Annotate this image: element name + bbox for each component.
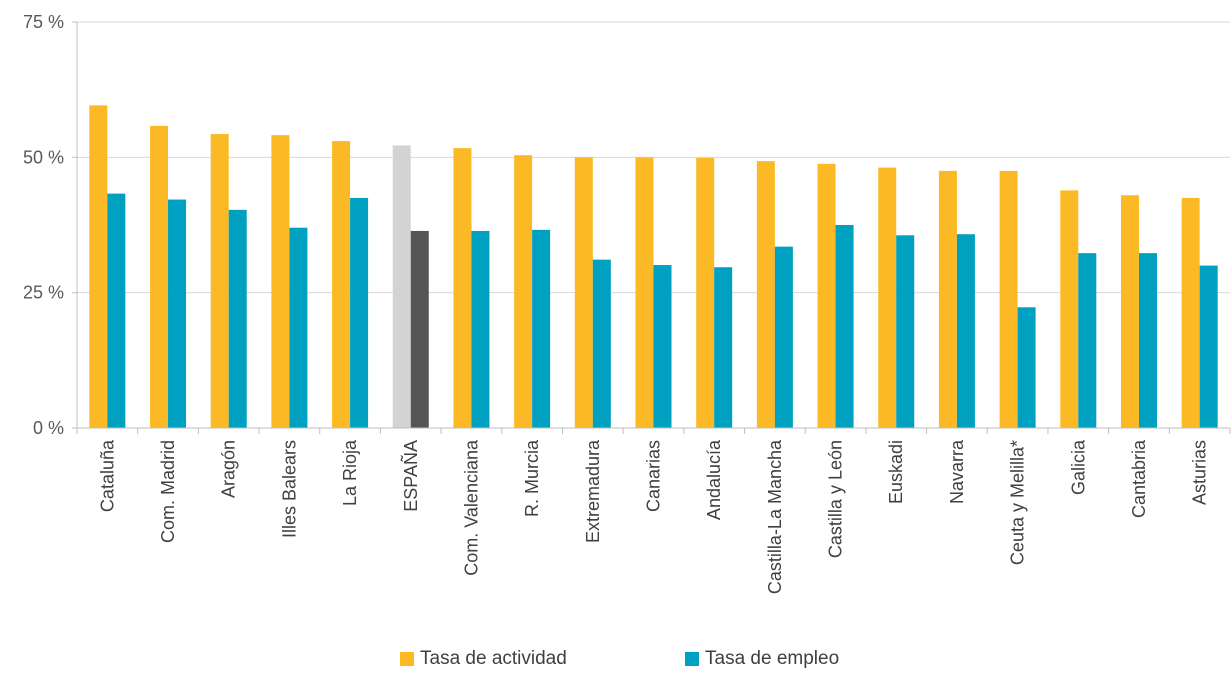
category-label: Galicia [1068,439,1088,495]
bar-actividad-3 [271,135,290,428]
bar-actividad-14 [938,170,957,428]
bar-empleo-7 [532,229,551,428]
bar-empleo-1 [168,199,187,428]
legend: Tasa de actividad Tasa de empleo [0,648,1232,674]
bar-empleo-14 [956,234,975,428]
bar-actividad-15 [999,170,1018,428]
bar-actividad-18 [1181,197,1200,428]
category-label: Cantabria [1129,439,1149,518]
bar-actividad-11 [756,161,775,428]
bar-actividad-7 [514,155,533,428]
y-tick-label: 50 % [23,147,64,167]
bar-actividad-4 [332,141,351,429]
bar-chart: 0 % 25 % 50 % 75 % Cataluña Com. Madrid Aragó… [23,12,1231,594]
category-label: R. Murcia [522,439,542,517]
bar-empleo-4 [350,197,369,428]
bar-empleo-5 [410,230,429,428]
legend-swatch-empleo [685,652,699,666]
bar-actividad-5 [392,145,411,428]
legend-label-empleo: Tasa de empleo [705,648,840,669]
category-label: Castilla-La Mancha [765,439,785,594]
bar-empleo-17 [1138,253,1157,428]
y-tick-label: 0 % [33,418,64,438]
bar-actividad-16 [1060,190,1079,428]
bar-empleo-15 [1017,307,1036,428]
category-label: Euskadi [886,440,906,504]
bar-actividad-12 [817,163,836,428]
category-label: La Rioja [340,439,360,506]
bar-actividad-1 [150,125,169,428]
category-label: ESPAÑA [400,440,421,512]
y-tick-label: 75 % [23,12,64,32]
category-label: Aragón [219,440,239,498]
category-label: Castilla y León [826,440,846,558]
category-label: Andalucía [704,439,724,520]
category-label: Cataluña [97,439,117,512]
category-label: Canarias [644,440,664,512]
category-label: Asturias [1190,440,1210,505]
category-label: Com. Madrid [158,440,178,543]
legend-item-actividad: Tasa de actividad [400,648,567,670]
bar-empleo-18 [1199,265,1218,428]
category-label: Extremadura [583,439,603,543]
category-label: Illes Balears [279,440,299,538]
bar-actividad-8 [574,157,593,429]
bar-empleo-12 [835,225,854,428]
bar-empleo-10 [714,267,733,428]
category-label: Com. Valenciana [461,439,481,576]
bar-actividad-0 [89,105,108,429]
bar-actividad-17 [1120,195,1139,428]
bar-actividad-6 [453,148,472,428]
bar-empleo-3 [289,227,308,428]
bar-empleo-11 [774,246,793,428]
bar-actividad-2 [210,134,229,428]
legend-label-actividad: Tasa de actividad [420,648,567,669]
bar-actividad-9 [635,157,654,429]
bar-actividad-10 [696,157,715,428]
bar-empleo-0 [107,193,126,428]
bar-empleo-9 [653,265,672,428]
category-label: Ceuta y Melilla* [1008,440,1028,565]
bar-empleo-13 [896,235,915,428]
bar-empleo-6 [471,230,490,428]
bar-empleo-16 [1078,253,1097,428]
bar-empleo-8 [592,259,611,428]
bar-empleo-2 [228,209,247,428]
y-tick-label: 25 % [23,283,64,303]
legend-swatch-actividad [400,652,414,666]
category-label: Navarra [947,439,967,504]
bar-actividad-13 [878,167,897,429]
legend-item-empleo: Tasa de empleo [685,648,839,670]
